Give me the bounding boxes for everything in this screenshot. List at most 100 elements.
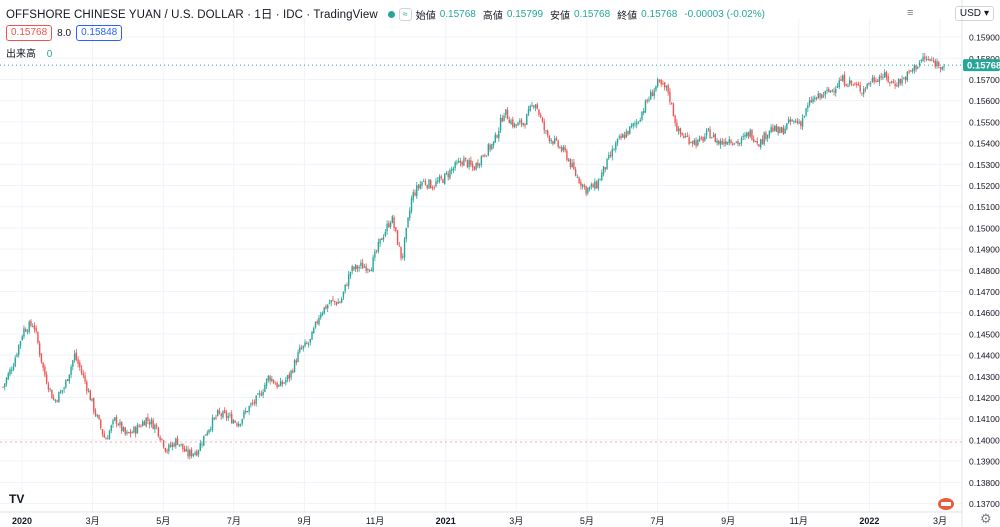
candle-body: [155, 425, 158, 427]
low-value: 0.15768: [574, 8, 611, 20]
candle-body: [61, 390, 64, 392]
candle-body: [737, 140, 739, 145]
candle-body: [683, 136, 685, 138]
candle-body: [519, 120, 521, 123]
candle-body: [353, 266, 355, 270]
candle-body: [925, 58, 928, 60]
candle-body: [12, 366, 15, 371]
ask-price[interactable]: 0.15848: [76, 25, 123, 41]
candle-body: [438, 176, 441, 182]
candle-body: [536, 104, 538, 109]
candle-body: [54, 400, 57, 402]
candle-body: [468, 160, 470, 167]
candle-body: [227, 416, 229, 419]
candle-body: [178, 444, 181, 446]
candle-body: [934, 60, 936, 67]
candle-body: [405, 227, 407, 239]
candle-body: [250, 403, 252, 406]
candle-body: [367, 269, 369, 271]
candle-body: [550, 140, 552, 142]
candle-body: [918, 62, 921, 66]
price-tick-label: 0.13800: [969, 478, 1000, 488]
candle-body: [714, 134, 716, 143]
symbol-legend[interactable]: OFFSHORE CHINESE YUAN / U.S. DOLLAR · 1日…: [6, 6, 768, 22]
candle-body: [59, 391, 62, 394]
time-axis[interactable]: 2020 3月 5月 7月 9月 11月 2021 3月 5月 7月 9月 11月 2022 3月: [0, 511, 962, 526]
candle-body: [161, 438, 163, 440]
candle-body: [780, 127, 783, 133]
candle-body: [786, 123, 788, 130]
candle-body: [569, 158, 572, 168]
candle-body: [599, 179, 601, 181]
price-tick-label: 0.13900: [969, 457, 1000, 467]
candle-body: [131, 432, 133, 434]
candle-body: [339, 301, 341, 303]
candle-body: [644, 100, 647, 113]
candle-body: [552, 141, 554, 145]
candle-body: [398, 245, 401, 247]
candle-body: [890, 81, 893, 83]
high-label: 高値: [482, 10, 503, 22]
candle-body: [601, 172, 603, 181]
candle-body: [677, 128, 680, 131]
candle-body: [276, 382, 278, 388]
candle-body: [880, 75, 882, 78]
candle-body: [697, 139, 699, 146]
candle-body: [180, 443, 182, 445]
price-tick-label: 0.15800: [969, 54, 1000, 64]
candle-body: [473, 166, 476, 171]
candle-body: [637, 121, 640, 123]
candle-body: [138, 425, 140, 427]
price-tick-label: 0.14600: [969, 308, 1000, 318]
price-tick-label: 0.15700: [969, 75, 1000, 85]
candle-body: [676, 122, 678, 132]
candle-body: [623, 135, 626, 139]
approx-badge[interactable]: ≈: [398, 7, 412, 21]
candle-body: [286, 375, 289, 380]
candle-body: [101, 429, 104, 435]
candle-body: [342, 291, 345, 298]
candle-body: [372, 257, 374, 272]
candle-body: [84, 375, 86, 382]
candle-body: [368, 269, 371, 271]
settings-gear-icon[interactable]: ⚙: [980, 511, 992, 526]
candle-body: [704, 136, 706, 141]
candle-body: [73, 353, 76, 361]
candle-body: [485, 155, 488, 157]
candle-body: [939, 67, 942, 69]
candle-body: [222, 411, 224, 418]
candle-body: [808, 100, 811, 106]
candle-body: [492, 141, 495, 146]
flag-icon[interactable]: [938, 498, 954, 510]
candle-body: [520, 119, 523, 125]
candle-body: [423, 180, 425, 182]
candle-body: [728, 139, 730, 143]
tradingview-logo-icon[interactable]: TV: [9, 492, 25, 506]
candle-body: [653, 90, 655, 97]
candle-body: [124, 427, 126, 435]
volume-legend[interactable]: 出来高 0: [6, 45, 52, 60]
candle-body: [546, 130, 549, 136]
candle-body: [311, 331, 313, 340]
menu-icon[interactable]: ≡: [907, 7, 914, 19]
candle-body: [42, 362, 44, 368]
currency-selector[interactable]: USD ▾: [954, 6, 994, 21]
candle-body: [828, 88, 830, 92]
candle-body: [873, 77, 875, 82]
time-tick-label: 2021: [436, 516, 456, 526]
candle-body: [407, 217, 409, 228]
price-tick-label: 0.14000: [969, 435, 1000, 445]
bid-price[interactable]: 0.15768: [6, 25, 53, 41]
candle-body: [580, 181, 582, 186]
candle-body: [47, 384, 50, 390]
candle-body: [564, 147, 566, 151]
candle-body: [208, 429, 210, 433]
candle-body: [52, 397, 55, 400]
candle-body: [257, 393, 259, 395]
price-axis[interactable]: 0.15900 0.15800 0.15700 0.15600 0.15500 0.154…: [961, 0, 1000, 527]
candle-body: [800, 121, 802, 126]
candle-body: [840, 79, 842, 81]
candle-body: [829, 90, 832, 93]
symbol-title[interactable]: OFFSHORE CHINESE YUAN / U.S. DOLLAR · 1日…: [6, 9, 378, 21]
